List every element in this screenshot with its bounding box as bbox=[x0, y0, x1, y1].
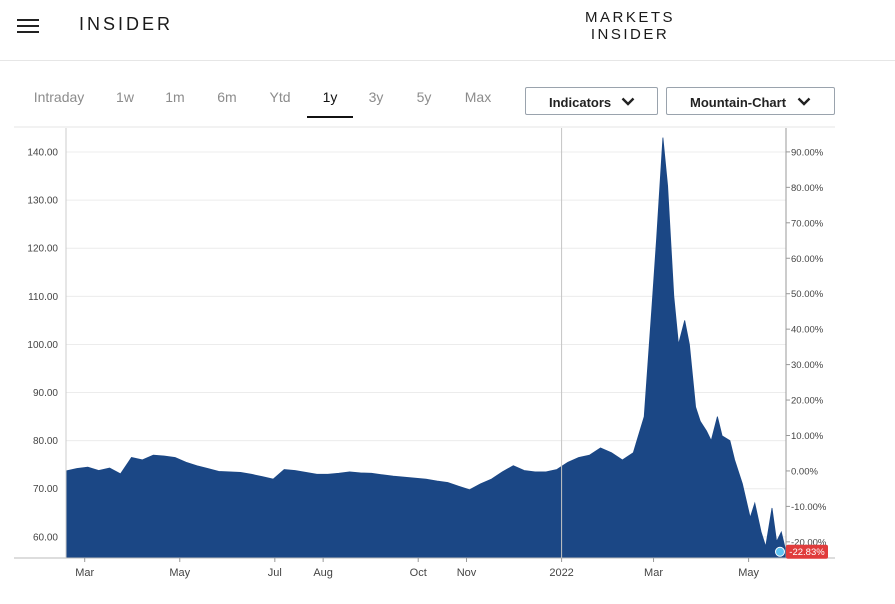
x-tick-label: May bbox=[738, 567, 759, 579]
last-value-marker: -22.83% bbox=[775, 544, 828, 559]
y2-tick-label: 90.00% bbox=[791, 147, 824, 158]
y-tick-label: 110.00 bbox=[28, 292, 58, 303]
indicators-dropdown[interactable]: Indicators bbox=[525, 87, 658, 115]
markets-insider-logo[interactable]: MARKETS INSIDER bbox=[560, 9, 700, 43]
last-value-dot bbox=[775, 546, 785, 557]
markets-insider-logo-line1: MARKETS bbox=[584, 9, 675, 26]
y2-tick-label: 10.00% bbox=[791, 431, 824, 442]
y-tick-label: 130.00 bbox=[27, 196, 58, 207]
tab-1y[interactable]: 1y bbox=[307, 84, 353, 118]
y-tick-label: 90.00 bbox=[33, 388, 58, 399]
y2-tick-label: -10.00% bbox=[791, 502, 827, 513]
tab-6m[interactable]: 6m bbox=[217, 89, 237, 105]
x-tick-label: Mar bbox=[644, 567, 663, 579]
x-tick-label: 2022 bbox=[549, 567, 573, 579]
y-tick-label: 120.00 bbox=[27, 244, 58, 255]
area-layer bbox=[65, 137, 787, 559]
chevron-down-icon bbox=[621, 97, 635, 106]
tab-ytd[interactable]: Ytd bbox=[269, 89, 291, 105]
x-axis-ticks: Mar May Jul Aug Oct Nov 2022 Mar May bbox=[75, 558, 759, 579]
markets-insider-logo-line2: INSIDER bbox=[590, 26, 670, 43]
x-tick-label: Nov bbox=[457, 567, 477, 579]
hamburger-menu-icon[interactable] bbox=[17, 18, 39, 35]
y-tick-label: 140.00 bbox=[27, 148, 58, 159]
x-tick-label: Jul bbox=[268, 567, 282, 579]
tab-5y[interactable]: 5y bbox=[416, 89, 432, 105]
y2-tick-label: -20.00% bbox=[791, 537, 827, 548]
y2-tick-label: 80.00% bbox=[791, 183, 824, 194]
last-value-label: -22.83% bbox=[789, 547, 825, 558]
tab-3y[interactable]: 3y bbox=[368, 89, 384, 105]
chevron-down-icon bbox=[797, 97, 811, 106]
y2-tick-label: 20.00% bbox=[791, 396, 824, 407]
indicators-dropdown-label: Indicators bbox=[549, 95, 612, 110]
top-navigation-bar: INSIDER MARKETS INSIDER bbox=[0, 0, 895, 61]
y2-tick-label: 60.00% bbox=[791, 254, 824, 265]
y-tick-label: 100.00 bbox=[27, 340, 58, 351]
y-tick-label: 80.00 bbox=[33, 436, 58, 447]
left-y-axis-ticks: 140.00 130.00 120.00 110.00 100.00 90.00 80.00… bbox=[27, 148, 58, 544]
tab-1m[interactable]: 1m bbox=[165, 89, 185, 105]
chart-type-dropdown[interactable]: Mountain-Chart bbox=[666, 87, 835, 115]
tab-intraday[interactable]: Intraday bbox=[33, 89, 85, 105]
y2-tick-label: 70.00% bbox=[791, 218, 824, 229]
x-tick-label: May bbox=[169, 567, 190, 579]
chart-type-dropdown-label: Mountain-Chart bbox=[690, 95, 787, 110]
tab-max[interactable]: Max bbox=[464, 89, 492, 105]
tab-1w[interactable]: 1w bbox=[116, 89, 134, 105]
insider-logo[interactable]: INSIDER bbox=[79, 14, 174, 34]
last-value-badge bbox=[786, 544, 828, 559]
y2-tick-label: 50.00% bbox=[791, 289, 824, 300]
y2-tick-label: 30.00% bbox=[791, 360, 824, 371]
y-tick-label: 70.00 bbox=[33, 484, 58, 495]
x-tick-label: Mar bbox=[75, 567, 94, 579]
x-tick-label: Oct bbox=[410, 567, 427, 579]
x-tick-label: Aug bbox=[313, 567, 333, 579]
y2-tick-label: 0.00% bbox=[791, 466, 818, 477]
right-y-axis-ticks: 90.00% 80.00% 70.00% 60.00% 50.00% 40.00% 30.0… bbox=[786, 147, 827, 548]
price-chart[interactable]: 140.00 130.00 120.00 110.00 100.00 90.00 80.00… bbox=[0, 126, 895, 604]
price-area bbox=[65, 137, 787, 559]
y-tick-label: 60.00 bbox=[33, 532, 58, 543]
y2-tick-label: 40.00% bbox=[791, 325, 824, 336]
